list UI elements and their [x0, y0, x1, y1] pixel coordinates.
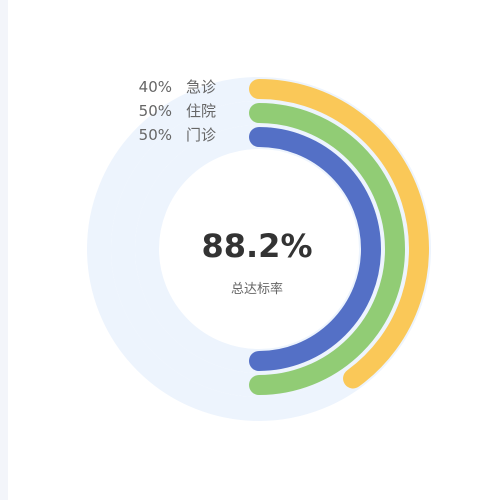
legend: 40% 急诊 50% 住院 50% 门诊 — [139, 78, 216, 144]
legend-percent-0: 40% — [139, 78, 172, 96]
center-label: 总达标率 — [231, 281, 283, 297]
legend-name-0: 急诊 — [186, 78, 216, 96]
bar-arc-1[interactable] — [249, 103, 405, 395]
legend-percent-1: 50% — [139, 102, 172, 120]
bar-arc-0[interactable] — [249, 79, 429, 389]
ring-bars — [249, 79, 429, 395]
legend-name-2: 门诊 — [186, 126, 216, 144]
legend-name-1: 住院 — [186, 102, 216, 120]
bar-arc-2[interactable] — [249, 127, 381, 371]
legend-percent-2: 50% — [139, 126, 172, 144]
center-value: 88.2% — [201, 227, 312, 265]
left-panel-edge — [0, 0, 8, 500]
